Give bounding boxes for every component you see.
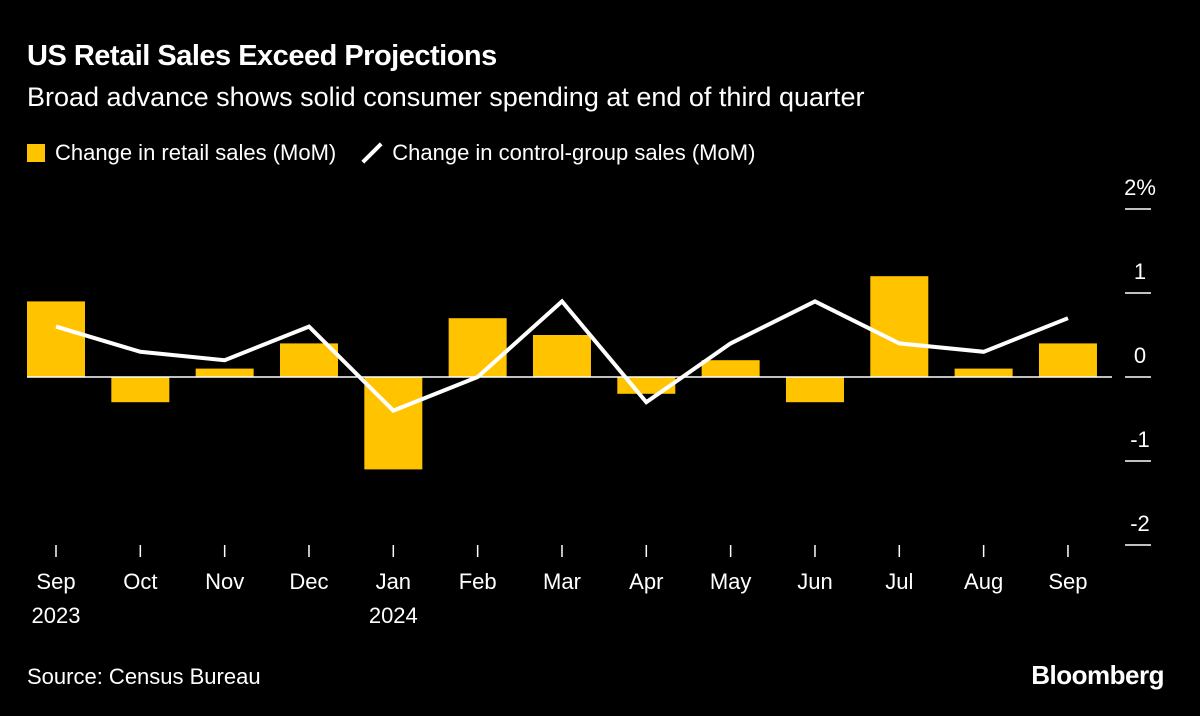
x-year-label: 2024: [369, 603, 418, 628]
bar-dec-3: [279, 343, 338, 377]
y-tick-label: 2%: [1124, 175, 1156, 200]
legend-label-retail: Change in retail sales (MoM): [55, 140, 337, 165]
x-tick-label: Oct: [123, 569, 157, 594]
x-tick-label: Jun: [797, 569, 832, 594]
legend: Change in retail sales (MoM) Change in c…: [27, 140, 755, 166]
bar-aug-11: [954, 368, 1013, 377]
bar-apr-7: [617, 377, 676, 394]
source-note: Source: Census Bureau: [27, 664, 261, 689]
bar-nov-2: [195, 368, 254, 377]
x-tick-label: Jan: [376, 569, 411, 594]
x-tick-label: Mar: [543, 569, 581, 594]
bar-sep-0: [27, 301, 85, 377]
bar-may-8: [701, 360, 760, 377]
y-tick-label: -1: [1130, 427, 1150, 452]
x-tick-label: Aug: [964, 569, 1003, 594]
x-year-label: 2023: [32, 603, 81, 628]
x-tick-label: Sep: [1048, 569, 1087, 594]
control-group-line: [55, 298, 1069, 413]
bar-feb-5: [448, 318, 507, 377]
x-tick-label: May: [710, 569, 752, 594]
bar-jun-9: [785, 377, 844, 403]
x-tick-label: Dec: [289, 569, 328, 594]
x-tick-label: Nov: [205, 569, 244, 594]
chart-title: US Retail Sales Exceed Projections: [27, 40, 497, 72]
bar-oct-1: [111, 377, 170, 403]
bloomberg-logo: Bloomberg: [1031, 660, 1164, 690]
y-tick-label: -2: [1130, 511, 1150, 536]
legend-bar-swatch: [27, 144, 45, 162]
x-tick-label: Feb: [459, 569, 497, 594]
legend-label-control: Change in control-group sales (MoM): [392, 140, 756, 165]
x-tick-label: Apr: [629, 569, 663, 594]
bar-jul-10: [870, 276, 929, 377]
x-tick-label: Sep: [36, 569, 75, 594]
x-tick-label: Jul: [885, 569, 913, 594]
bar-mar-6: [532, 335, 591, 377]
chart-subtitle: Broad advance shows solid consumer spend…: [27, 82, 865, 112]
bar-sep-12: [1038, 343, 1097, 377]
y-tick-label: 0: [1134, 343, 1146, 368]
y-tick-label: 1: [1134, 259, 1146, 284]
